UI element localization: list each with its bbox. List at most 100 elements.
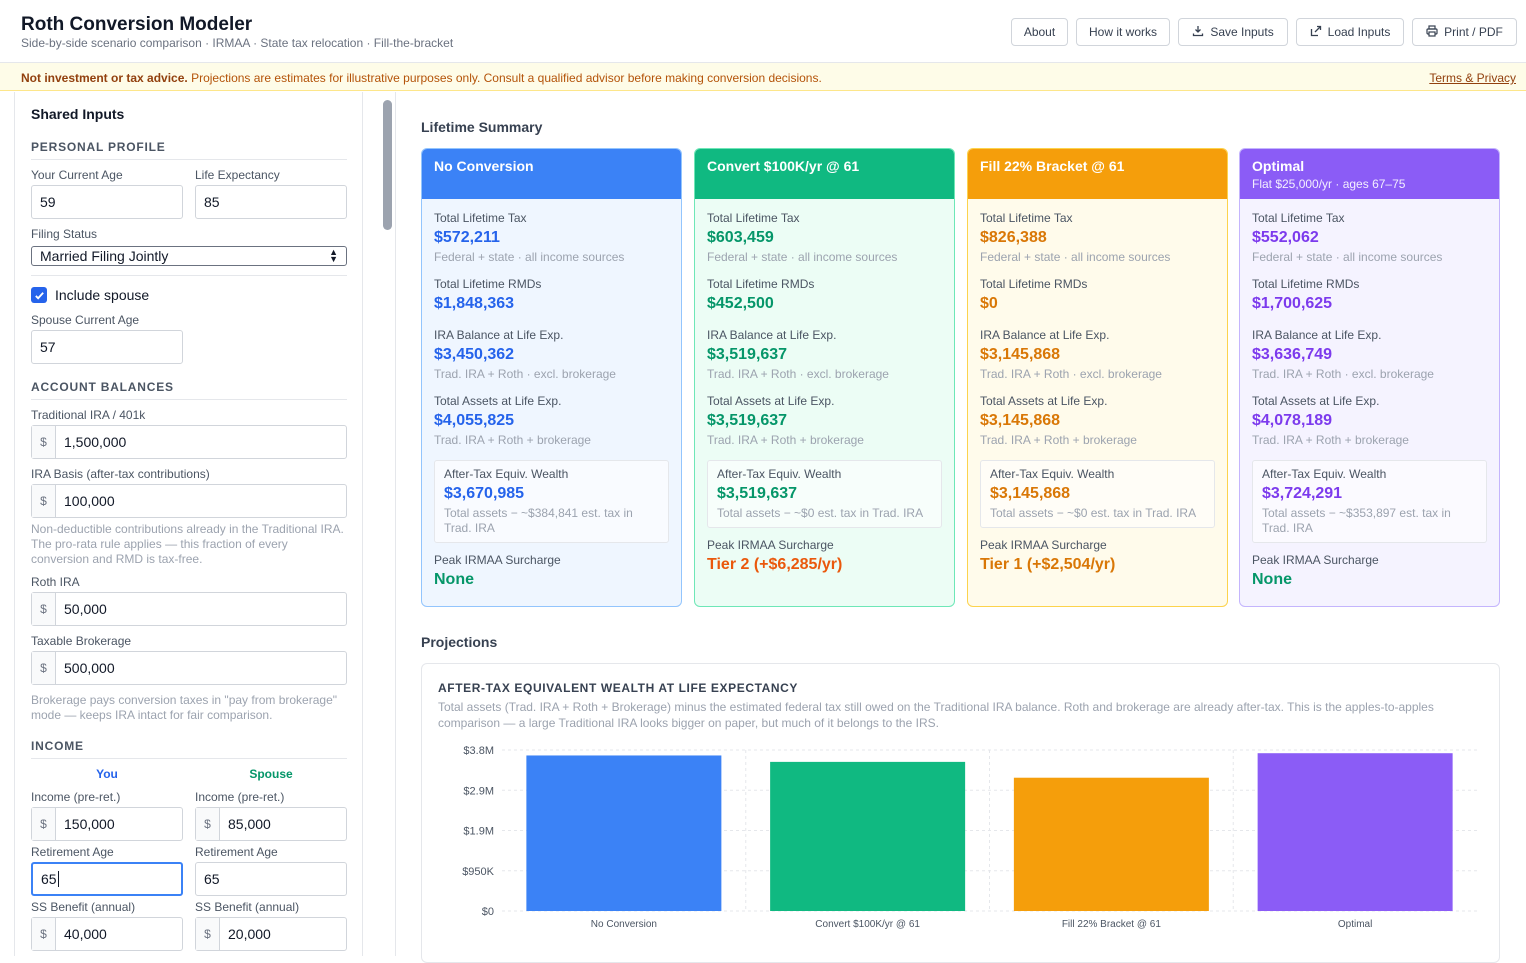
upload-icon [1310, 25, 1322, 40]
ira-balance-label: IRA Balance at Life Exp. [707, 328, 837, 342]
total-tax-note: Federal + state · all income sources [1252, 250, 1443, 264]
y-tick-label: $2.9M [463, 785, 494, 797]
about-button[interactable]: About [1011, 18, 1068, 46]
total-tax-note: Federal + state · all income sources [980, 250, 1171, 264]
after-tax-note: Total assets − ~$0 est. tax in Trad. IRA [990, 506, 1197, 520]
card-header: No Conversion [422, 149, 681, 199]
text-cursor [57, 871, 59, 887]
after-tax-note: Total assets − ~$384,841 est. tax in Tra… [444, 506, 633, 535]
spouse-retirement-age-label: Retirement Age [195, 845, 278, 859]
chart-title: AFTER-TAX EQUIVALENT WEALTH AT LIFE EXPE… [438, 681, 799, 695]
total-rmd-value: $1,700,625 [1252, 295, 1333, 312]
ira-balance-note: Trad. IRA + Roth · excl. brokerage [434, 367, 616, 381]
spouse-income-input[interactable]: $ 85,000 [195, 807, 347, 841]
download-icon [1192, 25, 1204, 40]
load-inputs-button[interactable]: Load Inputs [1296, 18, 1404, 46]
x-tick-label: Convert $100K/yr @ 61 [815, 919, 920, 930]
total-assets-note: Trad. IRA + Roth + brokerage [434, 433, 591, 447]
life-expectancy-label: Life Expectancy [195, 168, 280, 182]
currency-prefix: $ [32, 918, 56, 950]
include-spouse-checkbox[interactable] [31, 287, 47, 303]
total-tax-note: Federal + state · all income sources [707, 250, 898, 264]
currency-prefix: $ [32, 426, 56, 458]
you-retirement-age-input[interactable]: 65 [31, 862, 183, 896]
scenario-card: Optimal Flat $25,000/yr · ages 67–75 Tot… [1239, 148, 1500, 607]
life-expectancy-input[interactable]: 85 [195, 185, 347, 219]
y-tick-label: $0 [482, 906, 494, 918]
filing-status-select[interactable]: Married Filing Jointly ▲ ▼ [31, 246, 347, 266]
spouse-age-input[interactable]: 57 [31, 330, 183, 364]
after-tax-value: $3,724,291 [1262, 485, 1343, 502]
irmaa-value: Tier 2 (+$6,285/yr) [707, 556, 843, 573]
print-pdf-button[interactable]: Print / PDF [1412, 18, 1517, 46]
ira-balance-value: $3,145,868 [980, 346, 1061, 363]
current-age-input[interactable]: 59 [31, 185, 183, 219]
card-header: Fill 22% Bracket @ 61 [968, 149, 1227, 199]
scrollbar-track[interactable] [380, 92, 396, 956]
shared-inputs-panel: Shared Inputs PERSONAL PROFILE Your Curr… [14, 92, 363, 956]
spouse-age-label: Spouse Current Age [31, 313, 140, 327]
ira-balance-label: IRA Balance at Life Exp. [980, 328, 1110, 342]
spouse-income-label: Income (pre-ret.) [195, 790, 285, 804]
disclaimer-bold: Not investment or tax advice. [21, 71, 188, 85]
app-header: Roth Conversion Modeler Side-by-side sce… [0, 0, 1526, 63]
irmaa-value: None [1252, 571, 1292, 588]
after-tax-wealth-chart-card: AFTER-TAX EQUIVALENT WEALTH AT LIFE EXPE… [421, 663, 1500, 963]
roth-ira-input[interactable]: $ 50,000 [31, 592, 347, 626]
after-tax-note: Total assets − ~$0 est. tax in Trad. IRA [717, 506, 924, 520]
section-personal-profile: PERSONAL PROFILE [31, 140, 347, 160]
disclaimer-banner: Not investment or tax advice. Projection… [0, 63, 1526, 91]
section-account-balances: ACCOUNT BALANCES [31, 380, 347, 400]
total-assets-label: Total Assets at Life Exp. [980, 394, 1108, 408]
total-assets-note: Trad. IRA + Roth + brokerage [707, 433, 864, 447]
total-rmd-label: Total Lifetime RMDs [434, 277, 542, 291]
after-tax-wealth-box: After-Tax Equiv. Wealth $3,724,291 Total… [1252, 460, 1487, 543]
total-tax-label: Total Lifetime Tax [434, 211, 527, 225]
panel-title: Shared Inputs [31, 106, 125, 122]
ira-balance-label: IRA Balance at Life Exp. [434, 328, 564, 342]
ira-basis-input[interactable]: $ 100,000 [31, 484, 347, 518]
brokerage-label: Taxable Brokerage [31, 634, 132, 648]
scrollbar-thumb[interactable] [383, 100, 392, 230]
you-income-input[interactable]: $ 150,000 [31, 807, 183, 841]
you-ss-input[interactable]: $ 40,000 [31, 917, 183, 951]
roth-ira-label: Roth IRA [31, 575, 80, 589]
ira-balance-value: $3,519,637 [707, 346, 788, 363]
irmaa-value: None [434, 571, 474, 588]
trad-ira-input[interactable]: $ 1,500,000 [31, 425, 347, 459]
checkmark-icon [34, 291, 44, 300]
currency-prefix: $ [32, 593, 56, 625]
irmaa-value: Tier 1 (+$2,504/yr) [980, 556, 1116, 573]
card-header: Convert $100K/yr @ 61 [695, 149, 954, 199]
section-income: INCOME [31, 739, 347, 759]
brokerage-input[interactable]: $ 500,000 [31, 651, 347, 685]
brokerage-help: Brokerage pays conversion taxes in "pay … [31, 693, 338, 722]
disclaimer-text: Projections are estimates for illustrati… [191, 71, 822, 85]
total-assets-note: Trad. IRA + Roth + brokerage [1252, 433, 1409, 447]
irmaa-label: Peak IRMAA Surcharge [434, 553, 561, 567]
card-title: No Conversion [434, 158, 534, 174]
total-assets-value: $3,145,868 [980, 412, 1061, 429]
after-tax-label: After-Tax Equiv. Wealth [717, 467, 842, 481]
how-it-works-button[interactable]: How it works [1076, 18, 1170, 46]
ira-balance-value: $3,450,362 [434, 346, 515, 363]
current-age-label: Your Current Age [31, 168, 123, 182]
projections-title: Projections [421, 634, 498, 650]
total-tax-value: $603,459 [707, 229, 774, 246]
card-subtitle: Flat $25,000/yr · ages 67–75 [1252, 177, 1406, 191]
include-spouse-label[interactable]: Include spouse [55, 287, 150, 303]
total-rmd-value: $452,500 [707, 295, 774, 312]
total-rmd-label: Total Lifetime RMDs [707, 277, 815, 291]
total-assets-note: Trad. IRA + Roth + brokerage [980, 433, 1137, 447]
save-inputs-button[interactable]: Save Inputs [1178, 18, 1288, 46]
total-assets-label: Total Assets at Life Exp. [434, 394, 562, 408]
total-tax-note: Federal + state · all income sources [434, 250, 625, 264]
bar [1257, 753, 1453, 911]
spouse-ss-input[interactable]: $ 20,000 [195, 917, 347, 951]
currency-prefix: $ [32, 652, 56, 684]
terms-privacy-link[interactable]: Terms & Privacy [1429, 71, 1516, 85]
total-assets-value: $3,519,637 [707, 412, 788, 429]
bar [770, 761, 966, 911]
spouse-retirement-age-input[interactable]: 65 [195, 862, 347, 896]
select-arrows-icon: ▲ ▼ [329, 247, 338, 264]
